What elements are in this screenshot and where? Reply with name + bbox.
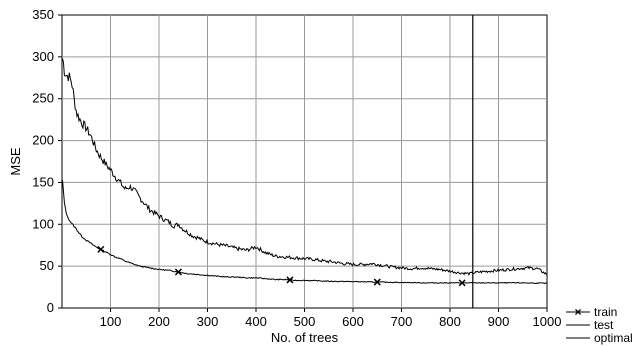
train-marker (373, 278, 381, 286)
train-marker-stroke (458, 279, 466, 287)
train-marker-stroke (174, 268, 182, 276)
y-tick-label: 0 (47, 300, 54, 315)
legend-train-label: train (594, 305, 617, 319)
y-tick-label: 50 (40, 258, 54, 273)
x-tick-label: 200 (148, 314, 170, 329)
train-marker (286, 276, 294, 284)
x-tick-label: 300 (197, 314, 219, 329)
x-axis-label: No. of trees (271, 330, 339, 345)
y-tick-label: 100 (32, 216, 54, 231)
x-tick-label: 400 (245, 314, 267, 329)
tick-labels: 100 200 300 400 500 600 700 800 900 1000 0 50 100 150… (32, 7, 561, 329)
train-marker (458, 279, 466, 287)
x-tick-label: 100 (100, 314, 122, 329)
x-tick-label: 700 (391, 314, 413, 329)
legend: × train test optimal (566, 305, 633, 345)
legend-train-marker: × (574, 305, 581, 319)
series-layer (62, 15, 547, 308)
x-tick-label: 1000 (533, 314, 562, 329)
x-tick-label: 500 (294, 314, 316, 329)
legend-test-label: test (594, 318, 614, 332)
y-tick-label: 250 (32, 91, 54, 106)
y-tick-label: 300 (32, 49, 54, 64)
legend-optimal-label: optimal (594, 331, 633, 345)
y-tick-label: 150 (32, 174, 54, 189)
train-marker-stroke (97, 245, 105, 253)
test-series-line (62, 58, 547, 276)
train-marker-stroke (373, 278, 381, 286)
y-tick-label: 350 (32, 7, 54, 22)
train-series-line (62, 180, 547, 285)
y-axis-label: MSE (8, 147, 23, 176)
grid-lines (58, 14, 548, 312)
x-tick-label: 600 (342, 314, 364, 329)
x-tick-label: 900 (488, 314, 510, 329)
train-marker (174, 268, 182, 276)
y-tick-label: 200 (32, 133, 54, 148)
train-marker-stroke (286, 276, 294, 284)
x-tick-label: 800 (439, 314, 461, 329)
train-marker (97, 245, 105, 253)
